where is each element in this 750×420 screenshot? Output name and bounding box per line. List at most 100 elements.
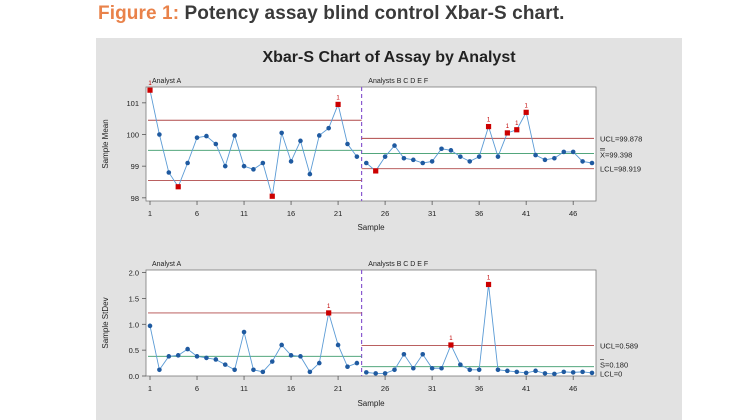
data-point [420,351,426,357]
data-point [279,342,284,348]
out-of-control-point [504,130,510,136]
data-point [354,154,360,159]
data-point [307,171,313,177]
figure-caption: Figure 1: Potency assay blind control Xb… [98,3,565,25]
data-point [185,160,190,166]
y-tick-label: 2.0 [129,269,139,278]
data-point [589,160,595,166]
out-of-control-point [147,87,153,93]
data-point [204,355,209,361]
test-flag-label: 1 [487,118,491,124]
data-point [439,146,444,152]
y-tick-label: 100 [126,131,139,140]
x-tick-label: 31 [428,209,436,218]
x-tick-label: 46 [569,209,577,218]
data-point [147,323,153,329]
data-point [411,365,416,371]
data-point [175,353,181,358]
x-tick-label: 46 [569,384,577,393]
data-point [345,141,350,147]
center-label: S=0.180 [600,361,628,370]
x-tick-label: 11 [240,384,248,393]
data-point [260,369,266,375]
panel-stdev: 0.00.51.01.52.01 6 11 16 21 26 31 36 41 46SampleS… [101,261,638,408]
y-tick-label: 99 [131,162,139,171]
y-tick-label: 0.0 [129,372,139,381]
data-point [476,367,482,373]
data-point [363,370,369,375]
out-of-control-point [373,168,379,174]
data-point [194,135,200,140]
chart-title: Xbar-S Chart of Assay by Analyst [262,49,516,66]
data-point [429,365,435,371]
y-axis-label: Sample StDev [101,297,110,348]
data-point [561,149,567,155]
y-tick-label: 1.5 [129,294,139,303]
data-point [495,154,501,159]
out-of-control-point [523,109,529,115]
data-point [307,369,313,375]
x-tick-label: 21 [334,384,342,393]
test-flag-label: 1 [449,336,453,342]
data-point [505,368,510,374]
x-tick-label: 26 [381,209,389,218]
data-point [213,357,219,362]
plot-area [145,86,597,202]
data-point [232,367,237,373]
data-point [166,354,172,359]
figure-caption-text: Potency assay blind control Xbar-S chart… [184,3,565,24]
ucl-label: UCL=99.878 [600,134,642,143]
data-point [467,159,473,164]
chart-container: Xbar-S Chart of Assay by Analyst 98 99 100… [96,38,682,420]
data-point [429,159,435,164]
data-point [552,155,557,161]
x-tick-label: 36 [475,384,483,393]
data-point [420,160,426,166]
data-point [382,371,388,376]
x-tick-label: 31 [428,384,436,393]
y-tick-label: 0.5 [129,346,139,355]
x-tick-label: 1 [148,384,152,393]
x-tick-label: 6 [195,384,199,393]
lcl-label: LCL=0 [600,370,622,379]
data-point [401,155,407,161]
test-flag-label: 1 [336,95,340,101]
data-point [279,130,284,136]
test-flag-label: 1 [487,275,491,281]
data-point [260,160,266,166]
xbar-s-chart: Xbar-S Chart of Assay by Analyst 98 99 100… [96,38,682,420]
test-flag-label: 1 [148,81,152,87]
data-point [382,154,388,159]
x-tick-label: 16 [287,209,295,218]
x-tick-label: 26 [381,384,389,393]
data-point [439,365,444,371]
test-flag-label: 1 [515,121,519,127]
data-point [533,152,538,158]
test-flag-label: 1 [506,124,510,130]
data-point [523,370,529,376]
y-tick-label: 101 [126,99,139,108]
out-of-control-point [448,342,454,348]
x-tick-label: 41 [522,209,530,218]
data-point [458,154,463,159]
out-of-control-point [485,123,492,130]
x-tick-label: 6 [195,209,199,218]
data-point [204,133,209,139]
test-flag-label: 1 [524,103,528,109]
figure-number: Figure 1: [98,3,180,24]
x-axis-label: Sample [357,399,385,408]
data-point [241,329,247,335]
data-point [157,367,162,373]
data-point [552,371,557,377]
data-point [213,141,219,147]
data-point [561,369,567,375]
x-axis-label: Sample [357,223,385,232]
data-point [241,163,247,169]
stage-label: Analysts B C D E F [368,78,428,85]
data-point [288,353,294,358]
x-tick-label: 36 [475,209,483,218]
x-tick-label: 1 [148,209,152,218]
data-point [411,157,416,163]
test-flag-label: 1 [327,304,331,310]
